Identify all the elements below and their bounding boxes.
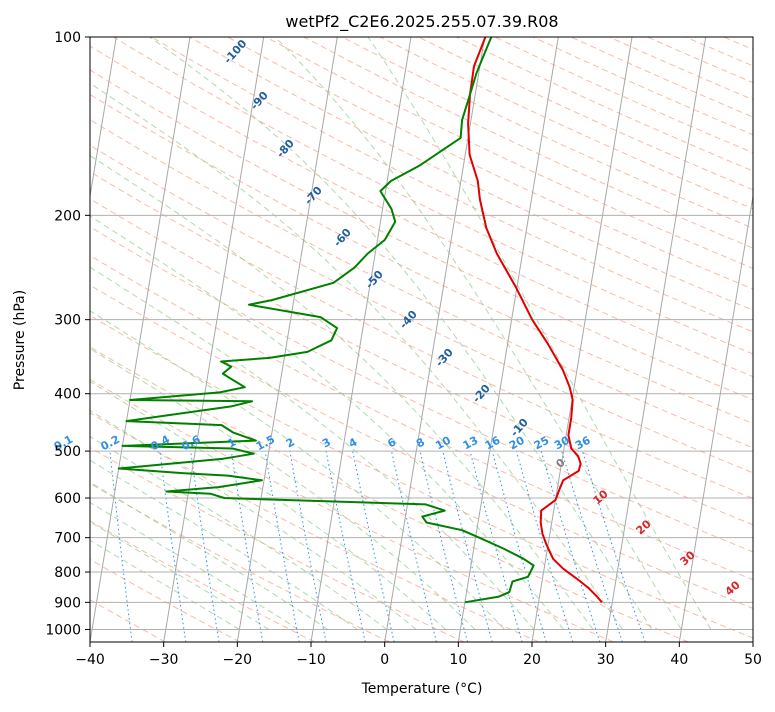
x-tick-label: 30: [597, 652, 615, 668]
x-tick-label: 0: [380, 652, 389, 668]
x-tick-label: −30: [149, 652, 179, 668]
x-tick-label: 50: [744, 652, 762, 668]
isotherm: [753, 37, 775, 642]
x-tick-label: 20: [523, 652, 541, 668]
x-tick-label: 10: [449, 652, 467, 668]
x-tick-label: −20: [223, 652, 253, 668]
dry-adiabat: [762, 37, 775, 642]
y-tick-label: 300: [54, 313, 81, 329]
y-tick-label: 800: [54, 565, 81, 581]
x-tick-label: −10: [296, 652, 326, 668]
y-tick-label: 400: [54, 387, 81, 403]
y-axis-label: Pressure (hPa): [12, 290, 28, 390]
y-tick-label: 700: [54, 531, 81, 547]
y-tick-label: 900: [54, 595, 81, 611]
plot-background: [90, 37, 753, 642]
y-tick-label: 500: [54, 444, 81, 460]
y-tick-label: 600: [54, 491, 81, 507]
x-tick-label: −40: [75, 652, 105, 668]
y-tick-label: 100: [54, 30, 81, 46]
x-axis-label: Temperature (°C): [361, 681, 483, 697]
y-tick-label: 200: [54, 208, 81, 224]
x-tick-label: 40: [670, 652, 688, 668]
y-tick-label: 1000: [45, 622, 81, 638]
chart-title: wetPf2_C2E6.2025.255.07.39.R08: [285, 12, 558, 32]
